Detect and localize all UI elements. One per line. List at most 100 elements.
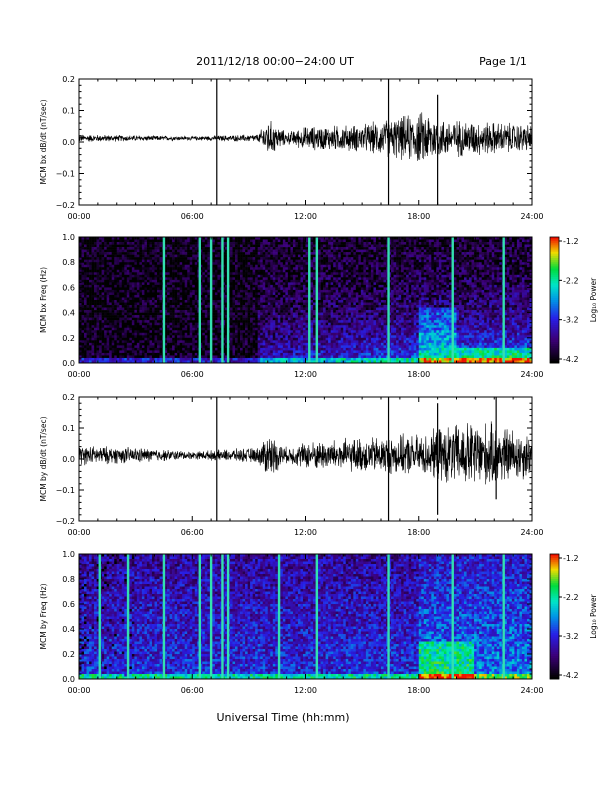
spectrogram-cell (295, 300, 299, 303)
spectrogram-cell (151, 259, 155, 263)
spectrogram-cell (255, 337, 258, 341)
spectrogram-cell (302, 335, 306, 339)
spectrogram-cell (131, 284, 135, 288)
spectrogram-cell (182, 252, 185, 255)
spectrogram-cell (305, 342, 309, 346)
spectrogram-cell (144, 357, 148, 361)
spectrogram-cell (86, 262, 90, 266)
spectrogram-cell (154, 249, 158, 253)
spectrogram-cell (310, 267, 314, 271)
spectrogram-cell (255, 259, 258, 263)
spectrogram-cell (177, 282, 180, 286)
spectrogram-cell (290, 312, 294, 316)
spectrogram-cell (111, 347, 115, 351)
spectrogram-cell (144, 272, 148, 276)
spectrogram-cell (313, 259, 316, 263)
spectrogram-cell (277, 337, 281, 341)
spectrogram-cell (104, 307, 107, 311)
spectrogram-cell (282, 327, 286, 331)
spectrogram-cell (101, 252, 105, 255)
spectrogram-cell (134, 335, 138, 339)
spectrogram-cell (172, 300, 175, 303)
spectrogram-cell (179, 322, 183, 326)
spectrogram-cell (272, 264, 276, 268)
spectrogram-cell (242, 249, 246, 253)
spectrogram-cell (179, 254, 183, 258)
spectrogram-cell (116, 337, 120, 341)
spectrogram-cell (81, 297, 85, 301)
spectrogram-cell (267, 335, 271, 339)
spectrogram-cell (157, 315, 160, 318)
spectrogram-cell (101, 305, 105, 308)
spectrogram-cell (106, 337, 110, 341)
spectrogram-cell (134, 257, 138, 260)
spectrogram-cell (172, 254, 175, 258)
spectrogram-cell (119, 262, 123, 266)
spectrogram-cell (129, 357, 133, 361)
spectrogram-cell (252, 360, 256, 364)
spectrogram-cell (91, 249, 95, 253)
spectrogram-cell (84, 357, 87, 361)
spectrogram-cell (141, 287, 145, 291)
spectrogram-cell (217, 269, 221, 273)
spectrogram-cell (272, 305, 276, 308)
spectrogram-cell (204, 292, 208, 296)
spectrogram-cell (84, 352, 87, 356)
spectrogram-cell (267, 347, 271, 351)
spectrogram-cell (126, 347, 130, 351)
spectrogram-cell (204, 340, 208, 344)
spectrogram-cell (282, 237, 286, 240)
spectrogram-cell (134, 357, 138, 361)
spectrogram-cell (167, 247, 170, 250)
spectrogram-cell (297, 244, 301, 248)
spectrogram-cell (99, 317, 102, 321)
spectrogram-cell (124, 284, 128, 288)
spectrogram-cell (250, 352, 253, 356)
spectrogram-cell (86, 247, 90, 250)
spectrogram-cell (297, 289, 301, 293)
spectrogram-cell (260, 347, 264, 351)
spectrogram-cell (106, 292, 110, 296)
spectrogram-cell (292, 335, 296, 339)
spectrogram-cell (131, 247, 135, 250)
spectrogram-cell (169, 322, 173, 326)
spectrogram-cell (275, 254, 279, 258)
spectrogram-cell (121, 307, 125, 311)
spectrogram-cell (222, 345, 226, 349)
spectrogram-cell (267, 307, 271, 311)
spectrogram-cell (217, 335, 221, 339)
spectrogram-cell (217, 237, 221, 240)
spectrogram-cell (101, 284, 105, 288)
spectrogram-cell (94, 294, 97, 298)
spectrogram-cell (224, 310, 228, 313)
spectrogram-cell (224, 252, 228, 255)
spectrogram-cell (290, 322, 294, 326)
spectrogram-cell (174, 249, 178, 253)
spectrogram-cell (214, 264, 218, 268)
spectrogram-cell (265, 342, 269, 346)
spectrogram-cell (101, 322, 105, 326)
spectrogram-cell (109, 272, 113, 276)
spectrogram-cell (277, 357, 281, 361)
spectrogram-cell (101, 347, 105, 351)
spectrogram-cell (237, 322, 241, 326)
spectrogram-cell (305, 332, 309, 336)
spectrogram-cell (290, 357, 294, 361)
spectrogram-cell (109, 244, 113, 248)
spectrogram-cell (116, 239, 120, 243)
spectrogram-cell (202, 292, 206, 296)
spectrogram-cell (260, 249, 264, 253)
spectrogram-cell (119, 342, 123, 346)
spectrogram-cell (235, 357, 238, 361)
spectrogram-cell (275, 259, 279, 263)
spectrogram-cell (297, 315, 301, 318)
spectrogram-cell (146, 269, 150, 273)
spectrogram-cell (109, 279, 113, 283)
spectrogram-cell (182, 244, 185, 248)
spectrogram-cell (189, 269, 193, 273)
spectrogram-cell (134, 264, 138, 268)
spectrogram-cell (245, 267, 248, 271)
spectrogram-cell (302, 307, 306, 311)
spectrogram-cell (250, 347, 253, 351)
spectrogram-cell (192, 335, 196, 339)
